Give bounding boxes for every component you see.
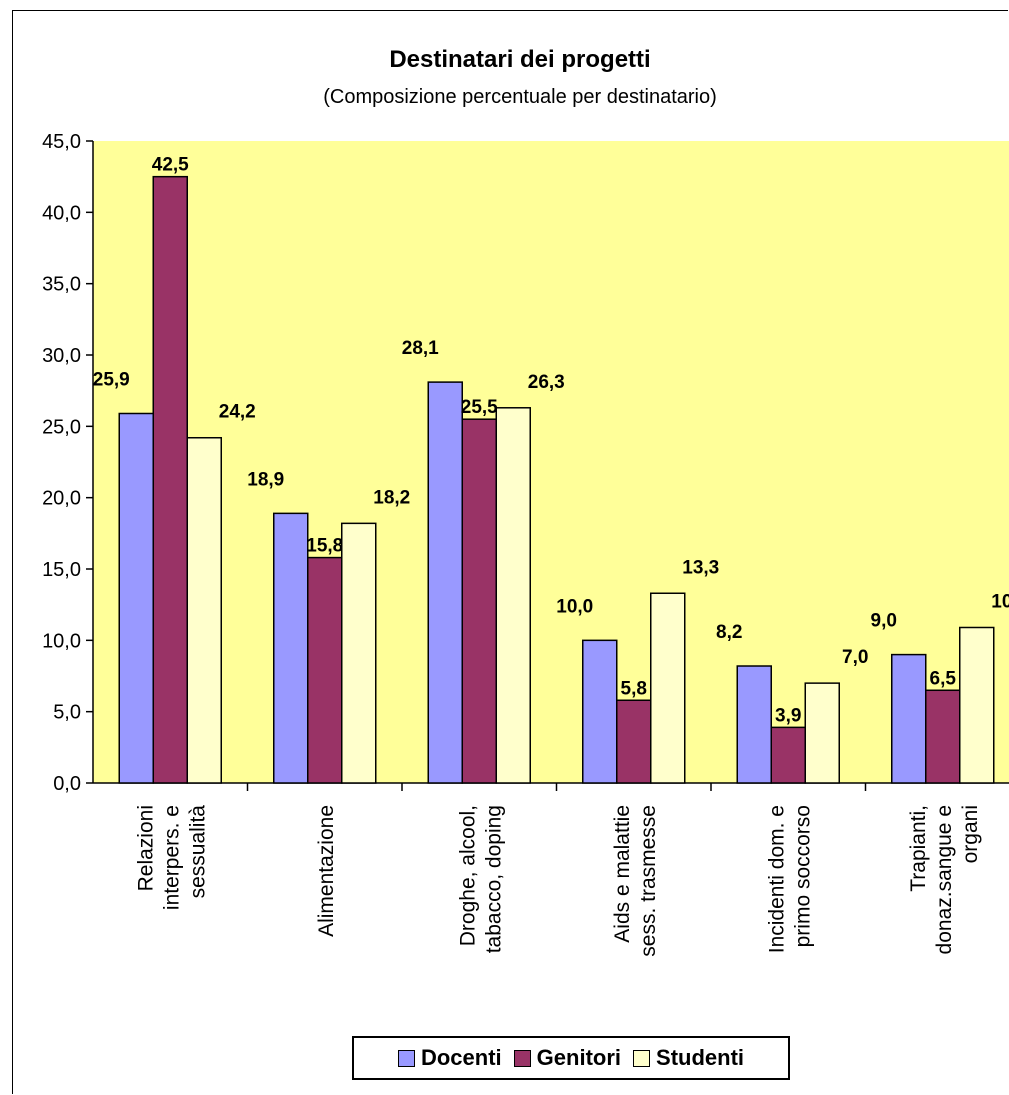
x-category-label: Relazioni interpers. e sessualità bbox=[134, 805, 209, 910]
data-label: 5,8 bbox=[621, 678, 647, 699]
bar-genitori bbox=[616, 699, 652, 784]
x-category-label-line: Droghe, alcool, bbox=[456, 805, 479, 946]
bar-studenti bbox=[341, 522, 377, 784]
chart-frame bbox=[12, 10, 1008, 1094]
x-category-label-line: donaz.sangue e bbox=[933, 805, 956, 954]
data-label: 42,5 bbox=[152, 155, 189, 176]
data-label: 10,9 bbox=[991, 591, 1009, 612]
legend-swatch-studenti bbox=[633, 1049, 651, 1067]
legend-item-genitori: Genitori bbox=[513, 1045, 622, 1071]
data-label: 13,3 bbox=[682, 557, 719, 578]
x-category-label-line: interpers. e bbox=[160, 805, 183, 910]
data-label: 18,2 bbox=[373, 487, 410, 508]
legend-item-studenti: Studenti bbox=[633, 1045, 744, 1071]
chart-subtitle: (Composizione percentuale per destinatar… bbox=[323, 86, 717, 108]
legend-label-genitori: Genitori bbox=[536, 1045, 622, 1070]
bar-docenti bbox=[118, 412, 154, 784]
data-label: 8,2 bbox=[716, 622, 742, 643]
data-label: 3,9 bbox=[775, 705, 801, 726]
y-tick-label: 15,0 bbox=[42, 559, 81, 581]
bar-studenti bbox=[959, 626, 995, 784]
x-category-label-line: Trapianti, bbox=[907, 805, 930, 892]
bar-studenti bbox=[804, 682, 840, 784]
x-category-label-line: Incidenti dom. e bbox=[765, 805, 788, 953]
data-label: 15,8 bbox=[306, 536, 343, 557]
data-label: 25,5 bbox=[461, 397, 498, 418]
data-label: 7,0 bbox=[842, 647, 868, 668]
y-tick-label: 35,0 bbox=[42, 274, 81, 296]
legend-label-docenti: Docenti bbox=[420, 1045, 502, 1070]
bar-docenti bbox=[273, 512, 309, 784]
y-tick-label: 0,0 bbox=[53, 773, 81, 795]
x-category-label-line: Aids e malattie bbox=[611, 805, 634, 943]
y-tick-label: 20,0 bbox=[42, 488, 81, 510]
bar-studenti bbox=[186, 436, 222, 784]
data-label: 18,9 bbox=[247, 469, 284, 490]
bar-genitori bbox=[152, 175, 188, 784]
bar-genitori bbox=[307, 556, 343, 784]
legend-swatch-docenti bbox=[397, 1049, 415, 1067]
x-category-label-line: Relazioni bbox=[134, 805, 157, 891]
data-label: 25,9 bbox=[93, 369, 130, 390]
x-category-label-line: primo soccorso bbox=[791, 805, 814, 947]
legend: Docenti Genitori Studenti bbox=[352, 1036, 790, 1080]
bar-docenti bbox=[427, 381, 463, 784]
x-category-label-line: organi bbox=[959, 805, 982, 863]
x-category-label: Droghe, alcool, tabacco, doping bbox=[456, 805, 505, 953]
bar-genitori bbox=[770, 726, 806, 784]
x-category-label-line: Alimentazione bbox=[315, 805, 338, 937]
bar-studenti bbox=[650, 592, 686, 784]
bar-docenti bbox=[891, 653, 927, 784]
y-tick-label: 5,0 bbox=[53, 702, 81, 724]
data-label: 26,3 bbox=[528, 372, 565, 393]
legend-label-studenti: Studenti bbox=[656, 1045, 745, 1070]
y-tick-label: 30,0 bbox=[42, 345, 81, 367]
data-label: 10,0 bbox=[556, 596, 593, 617]
data-label: 6,5 bbox=[930, 668, 957, 689]
y-tick-label: 45,0 bbox=[42, 131, 81, 153]
y-tick-label: 10,0 bbox=[42, 630, 81, 652]
x-category-label: Incidenti dom. e primo soccorso bbox=[765, 805, 814, 953]
x-category-label: Alimentazione bbox=[315, 805, 338, 937]
x-category-label: Trapianti, donaz.sangue e organi bbox=[907, 805, 982, 954]
x-category-label-line: sessualità bbox=[186, 805, 209, 899]
x-category-label-line: sess. trasmesse bbox=[637, 805, 660, 957]
y-tick-label: 40,0 bbox=[42, 202, 81, 224]
plot-area bbox=[93, 141, 1009, 783]
bar-docenti bbox=[736, 665, 772, 784]
data-label: 28,1 bbox=[402, 338, 439, 359]
legend-item-docenti: Docenti bbox=[397, 1045, 502, 1071]
bar-docenti bbox=[582, 639, 618, 784]
data-label: 9,0 bbox=[871, 611, 897, 632]
x-category-label: Aids e malattie sess. trasmesse bbox=[611, 805, 660, 957]
legend-swatch-genitori bbox=[513, 1049, 531, 1067]
x-category-label-line: tabacco, doping bbox=[482, 805, 505, 953]
bar-studenti bbox=[495, 407, 531, 784]
bar-genitori bbox=[461, 418, 497, 784]
chart-title: Destinatari dei progetti bbox=[389, 46, 651, 73]
bar-genitori bbox=[925, 689, 961, 784]
data-label: 24,2 bbox=[219, 402, 256, 423]
y-tick-label: 25,0 bbox=[42, 416, 81, 438]
